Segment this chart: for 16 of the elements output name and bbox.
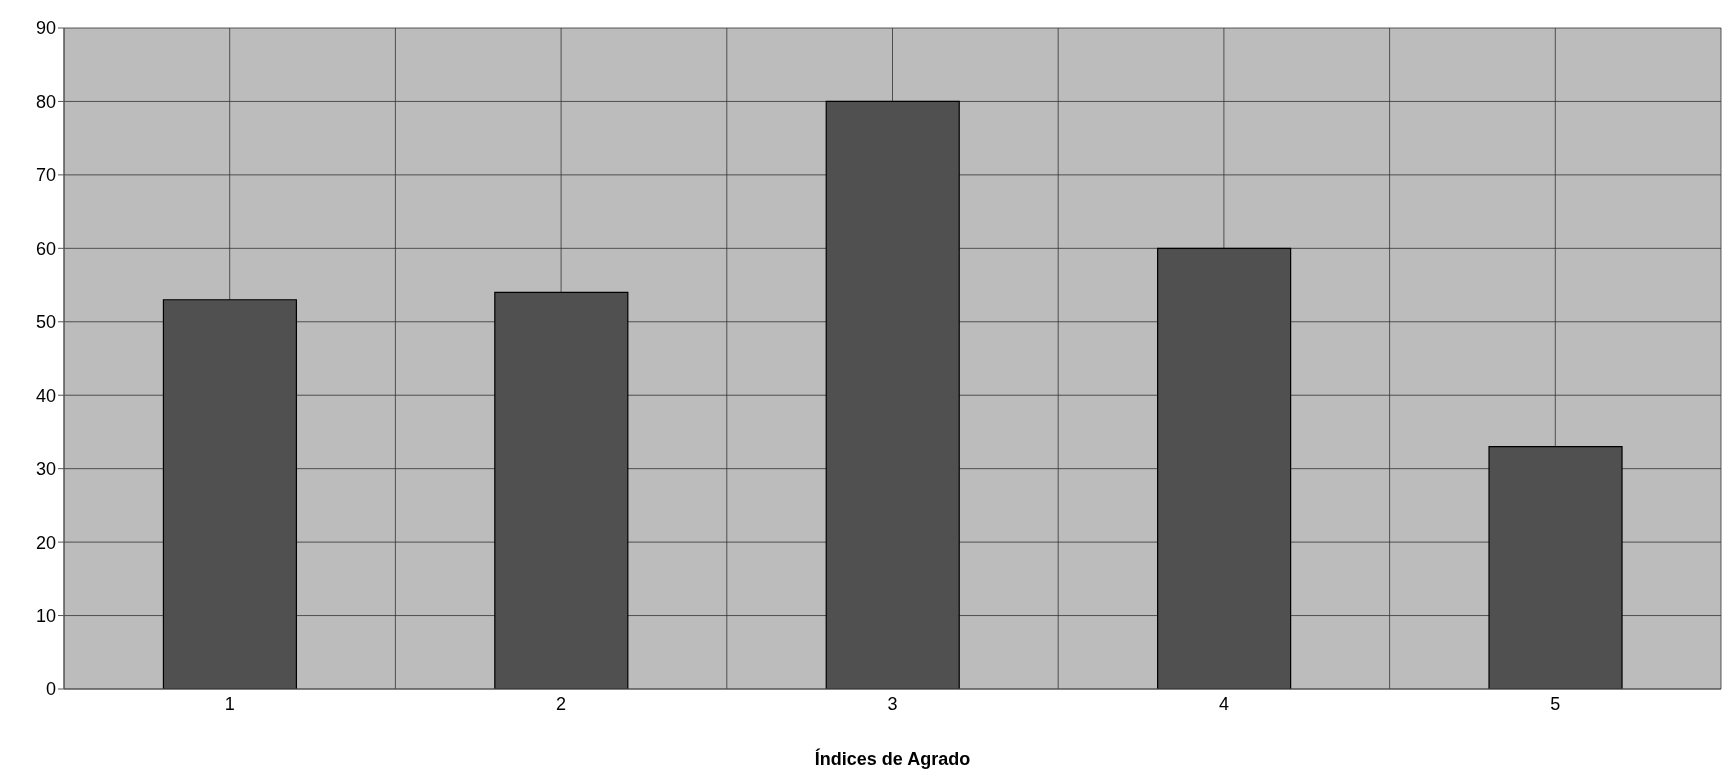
y-tick-label: 60 [35,238,56,259]
y-tick-label: 80 [35,91,56,112]
x-tick-label: 4 [1218,693,1229,714]
x-axis-title: Índices de Agrado [814,748,971,769]
x-tick-label: 1 [224,693,235,714]
y-tick-label: 50 [35,312,56,333]
y-tick-label: 30 [35,459,56,480]
x-tick-label: 5 [1550,693,1561,714]
y-tick-label: 90 [35,18,56,39]
y-tick-label: 20 [35,532,56,553]
y-tick-label: 40 [35,385,56,406]
y-tick-label: 0 [45,679,56,700]
y-tick-label: 70 [35,165,56,186]
x-tick-label: 3 [887,693,898,714]
x-tick-label: 2 [556,693,567,714]
y-tick-label: 10 [35,605,56,626]
